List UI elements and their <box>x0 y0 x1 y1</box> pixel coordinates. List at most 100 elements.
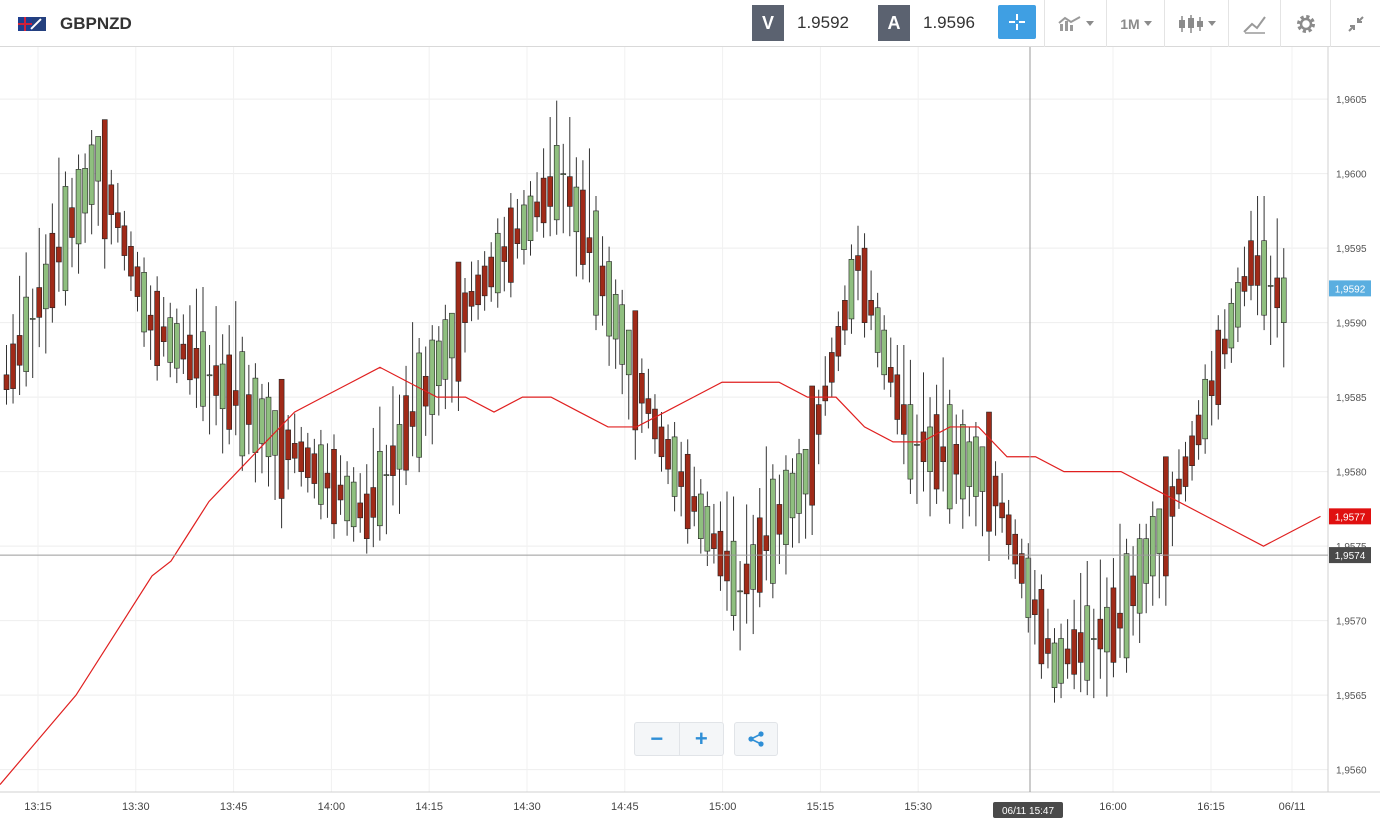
candle-body <box>920 431 927 463</box>
x-tick-label: 13:30 <box>122 801 150 813</box>
sell-label: V <box>752 5 784 41</box>
price-chart[interactable]: 1,95601,95651,95701,95751,95801,95851,95… <box>0 47 1380 825</box>
x-tick-label: 13:15 <box>24 801 52 813</box>
x-tick-label: 16:15 <box>1197 801 1225 813</box>
candle-body <box>311 453 318 484</box>
share-icon <box>748 731 764 747</box>
candle-body <box>992 475 999 507</box>
candle-body <box>763 535 770 551</box>
crosshair-price-tag: 1,9574 <box>1335 551 1366 562</box>
candle-body <box>927 426 933 472</box>
chevron-down-icon <box>1143 21 1152 26</box>
x-tick-label: 14:45 <box>611 801 639 813</box>
candle-body <box>56 246 62 263</box>
candle-body <box>29 318 36 320</box>
x-tick-label: 06/11 <box>1279 801 1306 813</box>
candle-body <box>1228 302 1235 349</box>
candle-body <box>1077 632 1084 663</box>
candle-body <box>1149 516 1156 577</box>
candle-body <box>973 436 979 497</box>
candle-body <box>69 207 75 238</box>
candle-body <box>652 408 658 440</box>
interval-dropdown[interactable]: 1M <box>1106 0 1165 47</box>
y-tick-label: 1,9600 <box>1336 170 1367 181</box>
candle-body <box>770 478 776 584</box>
candle-body <box>1189 435 1195 466</box>
drawing-tools-button[interactable] <box>1228 0 1281 47</box>
candle-body <box>966 441 973 487</box>
candle-body <box>488 256 495 288</box>
buy-label: A <box>878 5 910 41</box>
zoom-in-button[interactable]: + <box>678 723 724 755</box>
y-tick-label: 1,9565 <box>1336 691 1367 702</box>
x-tick-label: 15:15 <box>807 801 835 813</box>
candle-body <box>115 212 121 228</box>
candle-body <box>265 396 272 458</box>
buy-price: 1.9596 <box>923 13 975 32</box>
candle-body <box>940 446 946 463</box>
crosshair-button[interactable] <box>998 5 1036 39</box>
candle-body <box>298 441 305 472</box>
candle-body <box>331 448 337 525</box>
candle-body <box>586 237 593 253</box>
candle-body <box>475 274 481 306</box>
candle-body <box>1208 380 1215 396</box>
candle-body <box>1267 285 1274 287</box>
candle-body <box>494 232 501 294</box>
candle-body <box>783 469 789 545</box>
candle-body <box>959 424 966 500</box>
candle-body <box>737 590 743 593</box>
candle-body <box>691 496 698 512</box>
x-tick-label: 14:30 <box>513 801 541 813</box>
candle-body <box>1163 456 1169 577</box>
flag-icon <box>18 16 46 31</box>
chevron-down-icon <box>1208 21 1216 26</box>
candle-body <box>717 530 724 577</box>
candle-body <box>789 472 796 519</box>
candle-body <box>802 448 809 495</box>
candle-body <box>986 411 992 532</box>
collapse-button[interactable] <box>1330 0 1380 47</box>
candle-body <box>1222 338 1228 355</box>
candle-body <box>154 290 160 366</box>
candle-body <box>232 390 239 406</box>
candle-body <box>206 374 213 377</box>
candle-body <box>815 404 822 435</box>
candle-body <box>82 168 88 214</box>
candle-body <box>796 453 802 514</box>
crosshair-time-tag <box>993 802 1063 818</box>
x-tick-label: 16:00 <box>1099 801 1127 813</box>
candle-body <box>593 210 599 316</box>
candle-body <box>10 343 16 389</box>
zoom-controls: − + <box>634 722 724 756</box>
candle-body <box>416 352 422 458</box>
candle-body <box>383 474 390 476</box>
candle-body <box>259 398 265 444</box>
candle-body <box>566 176 573 207</box>
candle-body <box>612 294 619 340</box>
settings-button[interactable] <box>1280 0 1331 47</box>
candle-body <box>868 300 874 316</box>
zoom-out-button[interactable]: − <box>650 726 664 751</box>
candle-body <box>678 471 684 487</box>
x-tick-label: 14:15 <box>415 801 443 813</box>
candle-body <box>861 247 868 323</box>
sell-quote[interactable]: V 1.9592 <box>752 5 862 41</box>
candle-body <box>855 255 861 271</box>
candle-body <box>1248 240 1254 286</box>
share-button[interactable] <box>735 723 777 755</box>
buy-quote[interactable]: A 1.9596 <box>878 5 988 41</box>
candle-body <box>219 363 226 410</box>
x-tick-label: 14:00 <box>318 801 346 813</box>
candle-body <box>527 195 534 242</box>
candle-body <box>619 304 626 365</box>
candle-body <box>180 343 187 360</box>
interval-label: 1M <box>1120 15 1140 32</box>
candle-body <box>193 348 200 379</box>
candle-body <box>62 186 69 292</box>
collapse-icon <box>1348 15 1364 32</box>
indicators-button[interactable] <box>1044 0 1107 47</box>
y-tick-label: 1,9560 <box>1336 766 1367 777</box>
candle-type-button[interactable] <box>1164 0 1229 47</box>
candle-body <box>842 300 848 331</box>
